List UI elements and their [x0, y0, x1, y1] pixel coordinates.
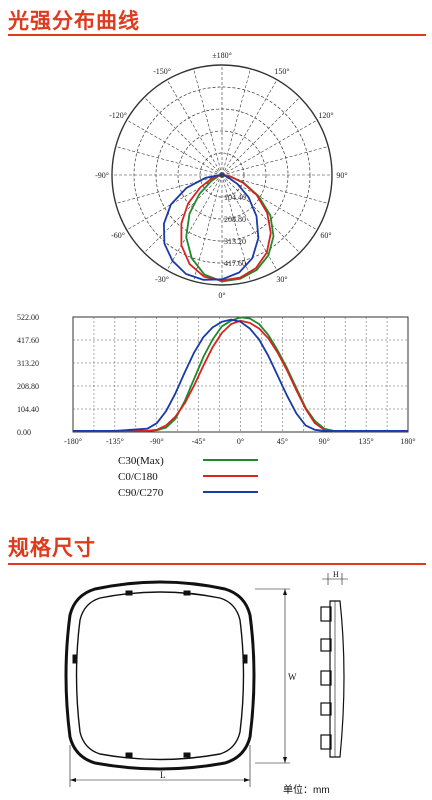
dimensions-title: 规格尺寸: [8, 537, 96, 560]
y-tick-label: 522.00: [17, 313, 39, 322]
legend-label: C0/C180: [118, 471, 158, 483]
polar-spoke: [144, 97, 223, 176]
y-tick-label: 313.20: [17, 359, 39, 368]
svg-text:W: W: [288, 672, 297, 682]
y-tick-label: 208.80: [17, 382, 39, 391]
polar-radial-label: 208.80: [224, 215, 246, 224]
y-tick-label: 0.00: [17, 428, 31, 437]
polar-spoke: [166, 79, 223, 176]
series-line: [73, 318, 408, 432]
polar-spoke: [221, 174, 251, 282]
polar-angle-label: -120°: [109, 111, 127, 120]
polar-angle-label: -150°: [153, 67, 171, 76]
y-tick-label: 104.40: [17, 405, 39, 414]
x-tick-label: -135°: [106, 437, 124, 446]
polar-angle-label: 150°: [274, 67, 289, 76]
polar-spoke: [166, 174, 223, 271]
series-line: [73, 319, 408, 432]
polar-spoke: [221, 68, 251, 176]
svg-text:H: H: [333, 570, 339, 579]
x-tick-label: 45°: [277, 437, 288, 446]
legend-label: C90/C270: [118, 487, 164, 499]
polar-series-line: [180, 174, 272, 282]
polar-spoke: [193, 174, 223, 282]
series-line: [73, 316, 408, 432]
polar-ring: [111, 64, 333, 286]
polar-radial-label: 104.40: [224, 193, 246, 202]
polar-spoke: [126, 174, 223, 231]
polar-radial-label: 417.60: [224, 259, 246, 268]
polar-spoke: [115, 146, 223, 176]
x-tick-label: 180°: [400, 437, 415, 446]
polar-spoke: [221, 174, 318, 231]
x-tick-label: 135°: [359, 437, 374, 446]
polar-angle-label: 90°: [336, 171, 347, 180]
polar-spoke: [221, 174, 300, 253]
polar-radial-label: 313.20: [224, 237, 246, 246]
section-divider: [8, 34, 426, 36]
x-tick-label: -180°: [64, 437, 82, 446]
polar-angle-label: -30°: [155, 275, 169, 284]
unit-label: 单位：mm: [283, 785, 330, 796]
polar-angle-label: 30°: [276, 275, 287, 284]
polar-spoke: [221, 97, 300, 176]
y-tick-label: 417.60: [17, 336, 39, 345]
polar-spoke: [126, 119, 223, 176]
x-tick-label: -90°: [150, 437, 164, 446]
polar-spoke: [221, 174, 329, 204]
polar-angle-label: 60°: [320, 231, 331, 240]
x-tick-label: 90°: [319, 437, 330, 446]
polar-angle-label: -60°: [111, 231, 125, 240]
legend-label: C30(Max): [118, 455, 164, 467]
section-divider: [8, 563, 426, 565]
polar-spoke: [144, 174, 223, 253]
polar-angle-label: ±180°: [212, 51, 232, 60]
polar-angle-label: -90°: [95, 171, 109, 180]
polar-spoke: [221, 146, 329, 176]
polar-series-line: [162, 174, 260, 281]
x-tick-label: 0°: [237, 437, 244, 446]
polar-spoke: [115, 174, 223, 204]
front-view: L W: [64, 580, 297, 787]
polar-angle-label: 0°: [218, 291, 225, 300]
polar-spoke: [221, 79, 278, 176]
light-distribution-title: 光强分布曲线: [8, 10, 140, 33]
polar-angle-label: 120°: [318, 111, 333, 120]
polar-spoke: [221, 119, 318, 176]
polar-ring: [177, 130, 267, 220]
x-tick-label: -45°: [192, 437, 206, 446]
dimension-drawing: L W H: [64, 570, 348, 787]
intensity-line-chart: 0.00 104.40 208.80 313.20 417.60 522.00 -180° -…: [17, 313, 416, 499]
svg-text:L: L: [160, 770, 166, 780]
polar-spoke: [193, 68, 223, 176]
side-view: H: [320, 570, 348, 758]
polar-intensity-chart: ±180° -150° 150° -120° 120° -90° 90° -60° 60° -30…: [95, 51, 348, 300]
